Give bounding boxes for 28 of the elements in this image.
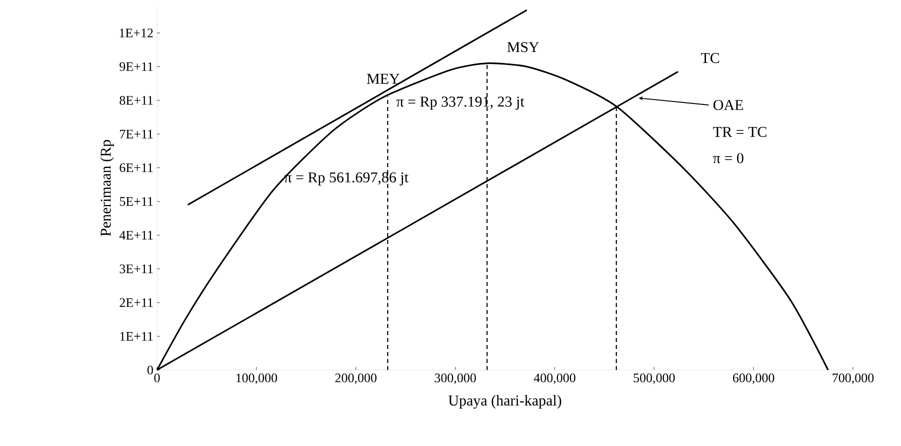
x-axis-title: Upaya (hari-kapal) <box>448 395 562 409</box>
annotation: MSY <box>507 42 539 52</box>
x-tick-label: 500,000 <box>634 374 675 384</box>
y-tick-label: 6E+11 <box>120 163 153 172</box>
x-tick-label: 600,000 <box>733 374 774 384</box>
x-tick-label: 700,000 <box>832 374 874 384</box>
x-tick-label: 0 <box>154 374 160 382</box>
y-tick-label: 9E+11 <box>120 62 153 72</box>
y-tick-label: 8E+11 <box>120 96 153 105</box>
y-tick-label: 4E+11 <box>119 230 153 240</box>
annotation: π = Rp 337.191, 23 jt <box>396 96 524 110</box>
annotation: OAE <box>714 100 743 110</box>
y-tick-label: 3E+11 <box>120 264 153 274</box>
annotation: π = 0 <box>713 153 744 164</box>
annotation: TC <box>701 53 720 64</box>
y-tick-label: 7E+11 <box>120 130 153 138</box>
y-axis-title: Penerimaan (Rp <box>100 140 114 236</box>
x-tick-label: 300,000 <box>434 374 476 384</box>
annotation: TR = TC <box>713 126 766 137</box>
y-tick-label: 1E+12 <box>120 28 153 38</box>
annotation: MEY <box>366 74 400 84</box>
y-tick-label: 5E+11 <box>120 197 153 206</box>
x-tick-label: 200,000 <box>335 374 376 384</box>
y-tick-label: 1E+11 <box>120 332 153 341</box>
y-tick-label: 0 <box>147 366 153 374</box>
x-tick-label: 400,000 <box>534 374 576 384</box>
y-tick-label: 2E+11 <box>120 298 153 307</box>
x-tick-label: 100,000 <box>236 374 278 384</box>
